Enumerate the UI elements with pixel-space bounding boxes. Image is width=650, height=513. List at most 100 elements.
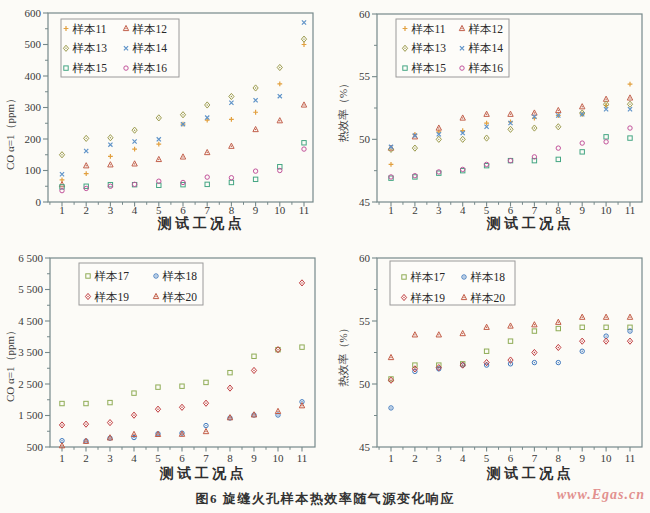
series-样本15	[389, 135, 632, 181]
svg-text:4: 4	[132, 204, 138, 216]
svg-text:50: 50	[359, 378, 371, 390]
series-样本16	[389, 126, 632, 179]
figure-caption: 图6 旋缝火孔样本热效率随气源变化响应	[0, 490, 650, 508]
svg-text:8: 8	[229, 204, 235, 216]
svg-text:11: 11	[299, 204, 310, 216]
svg-text:样本17: 样本17	[410, 271, 446, 283]
svg-text:11: 11	[625, 204, 636, 216]
svg-text:样本20: 样本20	[470, 292, 506, 304]
svg-text:样本20: 样本20	[162, 291, 198, 303]
svg-text:6: 6	[180, 204, 186, 216]
svg-text:样本13: 样本13	[72, 42, 108, 54]
svg-text:500: 500	[25, 38, 42, 50]
watermark: www.Egas.cn	[557, 487, 645, 503]
series-样本15	[60, 141, 306, 189]
svg-text:9: 9	[579, 204, 585, 216]
y-axis-label: CO α=1（ppm）	[4, 325, 16, 402]
svg-text:样本16: 样本16	[132, 62, 168, 74]
svg-text:1: 1	[59, 204, 65, 216]
svg-text:7: 7	[532, 452, 538, 464]
svg-text:3: 3	[436, 452, 442, 464]
svg-text:400: 400	[25, 70, 42, 82]
svg-text:3 500: 3 500	[18, 346, 43, 358]
svg-text:60: 60	[359, 252, 371, 264]
series-样本18	[389, 329, 632, 410]
svg-text:55: 55	[359, 315, 371, 327]
svg-text:4 500: 4 500	[18, 315, 43, 327]
svg-text:样本15: 样本15	[411, 62, 447, 74]
svg-text:样本12: 样本12	[468, 23, 504, 35]
svg-text:600: 600	[25, 7, 42, 19]
x-axis-label: 测试工况点	[159, 465, 248, 481]
svg-text:100: 100	[25, 164, 42, 176]
x-axis-label: 测试工况点	[157, 215, 246, 231]
svg-text:5: 5	[484, 204, 490, 216]
svg-text:500: 500	[27, 441, 44, 453]
series-样本11	[389, 82, 633, 167]
svg-text:样本18: 样本18	[470, 271, 506, 283]
svg-text:4: 4	[460, 452, 466, 464]
svg-text:6: 6	[508, 204, 514, 216]
svg-text:1 500: 1 500	[18, 409, 43, 421]
svg-text:样本16: 样本16	[468, 62, 504, 74]
series-样本19	[388, 338, 632, 383]
series-样本17	[389, 325, 632, 381]
chart-top-right: 455055601234567891011测试工况点热效率（%）样本11样本12…	[337, 8, 642, 232]
svg-text:11: 11	[625, 452, 636, 464]
svg-text:45: 45	[359, 441, 371, 453]
y-axis-label: CO α=1（ppm）	[4, 93, 16, 170]
svg-text:样本18: 样本18	[162, 270, 198, 282]
svg-text:样本19: 样本19	[94, 291, 130, 303]
svg-text:2: 2	[83, 204, 89, 216]
series-样本20	[388, 314, 632, 360]
svg-text:1: 1	[59, 452, 65, 464]
svg-text:45: 45	[359, 196, 371, 208]
x-axis-label: 测试工况点	[486, 465, 575, 481]
svg-text:2 500: 2 500	[18, 378, 43, 390]
svg-text:6: 6	[179, 452, 185, 464]
svg-text:8: 8	[227, 452, 233, 464]
svg-text:2: 2	[412, 452, 418, 464]
svg-text:10: 10	[274, 204, 286, 216]
svg-text:7: 7	[203, 452, 209, 464]
svg-text:3: 3	[436, 204, 442, 216]
series-样本14	[389, 107, 632, 149]
svg-text:5: 5	[484, 452, 490, 464]
svg-text:1: 1	[388, 452, 394, 464]
svg-text:2: 2	[83, 452, 89, 464]
svg-text:50: 50	[359, 133, 371, 145]
svg-text:3: 3	[107, 452, 113, 464]
svg-text:10: 10	[273, 452, 285, 464]
svg-text:1: 1	[388, 204, 394, 216]
svg-text:样本15: 样本15	[72, 62, 108, 74]
svg-text:4: 4	[460, 204, 466, 216]
svg-text:200: 200	[25, 133, 42, 145]
svg-text:0: 0	[36, 196, 42, 208]
svg-text:4: 4	[131, 452, 137, 464]
svg-text:10: 10	[601, 204, 613, 216]
svg-text:5: 5	[156, 204, 162, 216]
svg-text:5: 5	[155, 452, 161, 464]
y-axis-label: 热效率（%）	[337, 78, 349, 143]
svg-text:样本17: 样本17	[94, 270, 130, 282]
svg-text:样本14: 样本14	[468, 42, 504, 54]
figure-page: 01002003004005006001234567891011测试工况点CO …	[0, 0, 650, 513]
chart-bottom-left: 5001 5002 5003 5004 5005 5006 5001234567…	[4, 252, 315, 481]
svg-text:9: 9	[251, 452, 257, 464]
svg-text:11: 11	[297, 452, 308, 464]
svg-text:样本14: 样本14	[132, 42, 168, 54]
chart-bottom-right: 455055601234567891011测试工况点热效率（%）样本17样本18…	[337, 252, 642, 481]
svg-text:7: 7	[532, 204, 538, 216]
svg-text:10: 10	[601, 452, 613, 464]
svg-text:样本11: 样本11	[72, 23, 107, 35]
y-axis-label: 热效率（%）	[337, 322, 349, 387]
chart-top-left: 01002003004005006001234567891011测试工况点CO …	[4, 7, 313, 232]
series-样本13	[388, 101, 632, 152]
svg-text:2: 2	[412, 204, 418, 216]
svg-text:7: 7	[204, 204, 210, 216]
svg-text:6 500: 6 500	[18, 252, 43, 264]
series-样本20	[59, 403, 304, 448]
svg-text:9: 9	[579, 452, 585, 464]
series-样本17	[60, 345, 304, 406]
svg-text:样本19: 样本19	[410, 292, 446, 304]
